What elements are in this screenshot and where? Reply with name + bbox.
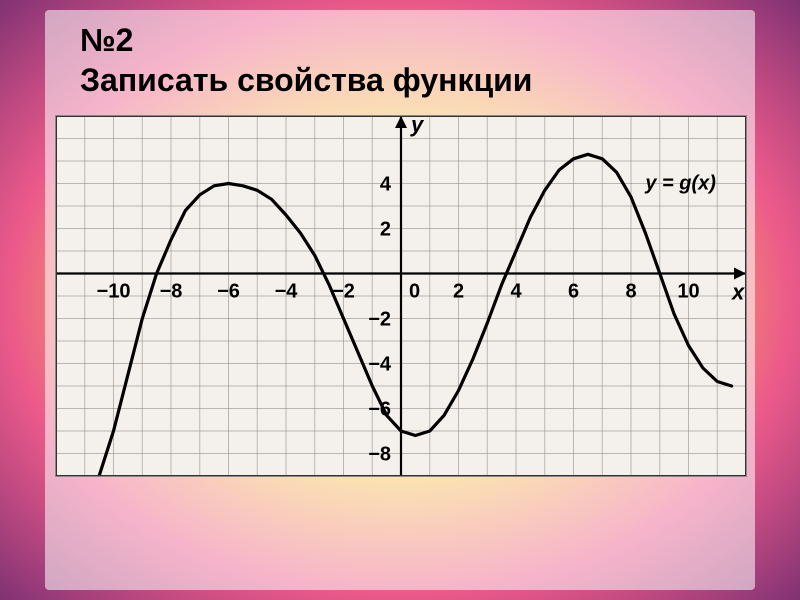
svg-text:4: 4: [510, 281, 522, 303]
svg-text:4: 4: [380, 174, 392, 196]
svg-text:−8: −8: [160, 281, 183, 303]
svg-text:−2: −2: [368, 309, 391, 331]
svg-text:−6: −6: [217, 281, 240, 303]
svg-text:2: 2: [453, 281, 464, 303]
title-line-1: №2: [80, 20, 532, 60]
title-line-2: Записать свойства функции: [80, 60, 532, 100]
chart-svg: xy−10−8−6−4−2024681042−2−4−6−8y = g(x): [56, 116, 746, 476]
svg-text:10: 10: [677, 281, 699, 303]
svg-text:−8: −8: [368, 444, 391, 466]
svg-text:2: 2: [380, 219, 391, 241]
svg-text:6: 6: [568, 281, 579, 303]
svg-text:−4: −4: [275, 281, 299, 303]
svg-text:y = g(x): y = g(x): [644, 173, 716, 195]
svg-text:−10: −10: [97, 281, 131, 303]
function-chart: xy−10−8−6−4−2024681042−2−4−6−8y = g(x): [55, 115, 747, 477]
svg-text:0: 0: [409, 281, 420, 303]
svg-text:8: 8: [625, 281, 636, 303]
svg-text:y: y: [410, 116, 425, 137]
svg-text:−4: −4: [368, 354, 392, 376]
task-title: №2 Записать свойства функции: [80, 20, 532, 100]
svg-text:x: x: [731, 280, 745, 305]
